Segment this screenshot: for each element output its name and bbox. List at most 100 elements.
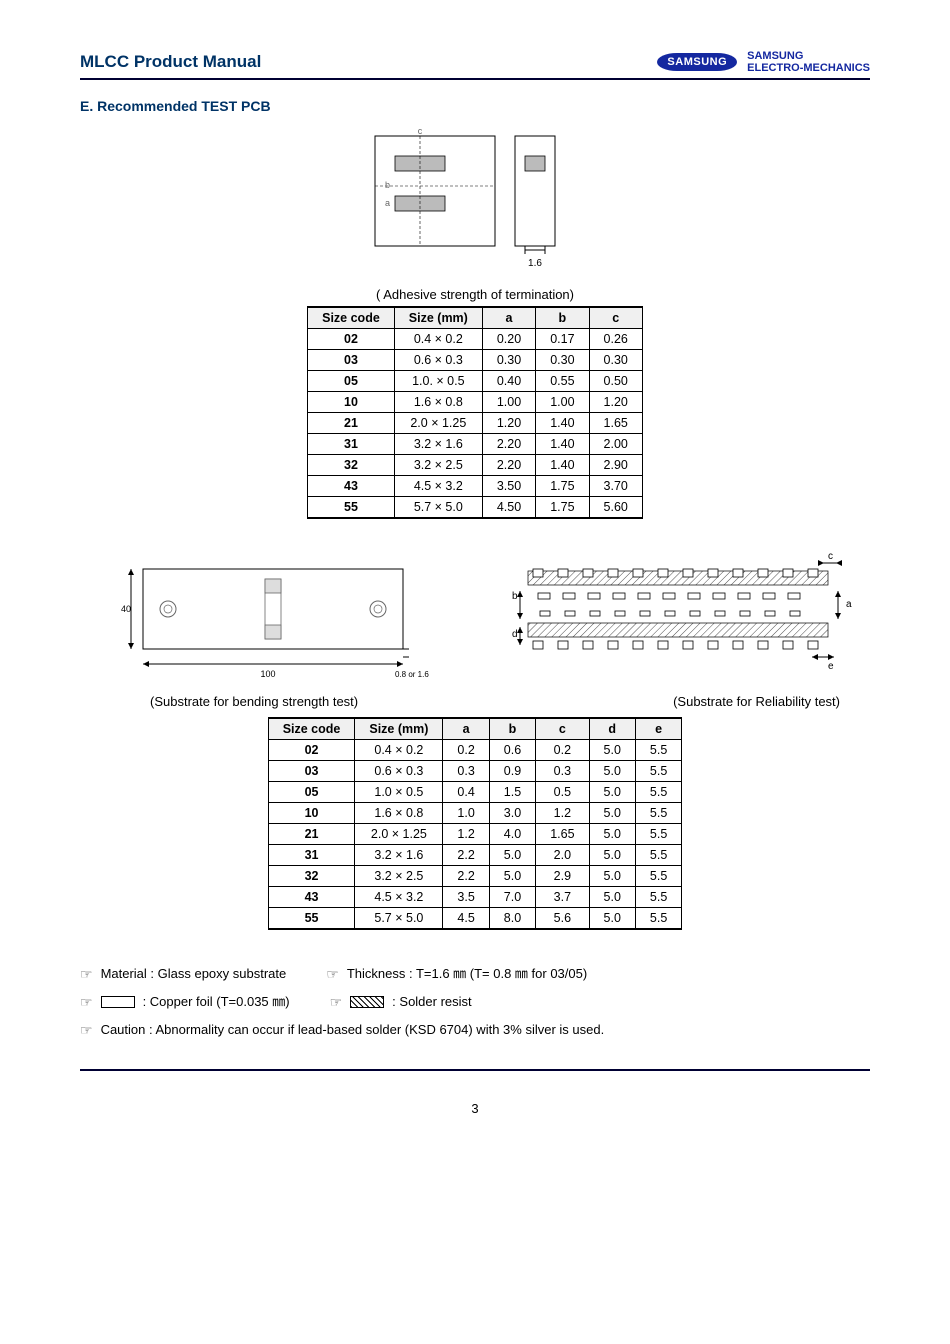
table-row: 434.5 × 3.23.501.753.70	[308, 476, 643, 497]
note-material: ☞ Material : Glass epoxy substrate	[80, 960, 286, 988]
adhesive-diagram: c b a 1.6	[80, 126, 870, 279]
thickness-label: 1.6	[528, 258, 542, 269]
table1-caption: ( Adhesive strength of termination)	[80, 287, 870, 302]
table-cell: 0.3	[443, 761, 489, 782]
table-cell: 4.5	[443, 908, 489, 930]
note-thickness-text: Thickness : T=1.6 ㎜ (T= 0.8 ㎜ for 03/05)	[347, 961, 587, 987]
table-cell: 1.65	[536, 824, 589, 845]
table-cell: 32	[308, 455, 395, 476]
table-cell: 5.7 × 5.0	[394, 497, 482, 519]
table-cell: 2.9	[536, 866, 589, 887]
table-cell: 5.60	[589, 497, 642, 519]
table-header-cell: e	[635, 718, 681, 740]
table-cell: 5.0	[589, 761, 635, 782]
table-row: 313.2 × 1.62.25.02.05.05.5	[268, 845, 682, 866]
copper-foil-icon	[101, 996, 135, 1008]
note-caution: ☞ Caution : Abnormality can occur if lea…	[80, 1016, 604, 1044]
svg-text:a: a	[846, 599, 852, 610]
table-cell: 0.9	[489, 761, 535, 782]
table-cell: 5.0	[589, 740, 635, 761]
table-cell: 1.20	[482, 413, 535, 434]
svg-text:c: c	[418, 126, 423, 136]
table-header-cell: Size (mm)	[394, 307, 482, 329]
note-copper-text: : Copper foil (T=0.035 ㎜)	[143, 989, 290, 1015]
table-cell: 2.00	[589, 434, 642, 455]
table-cell: 0.50	[589, 371, 642, 392]
table-cell: 3.2 × 1.6	[394, 434, 482, 455]
table-cell: 2.2	[443, 845, 489, 866]
note-thickness: ☞ Thickness : T=1.6 ㎜ (T= 0.8 ㎜ for 03/0…	[326, 960, 587, 988]
table-row: 051.0. × 0.50.400.550.50	[308, 371, 643, 392]
table-cell: 3.7	[536, 887, 589, 908]
table-cell: 10	[268, 803, 355, 824]
page-header: MLCC Product Manual SAMSUNG SAMSUNG ELEC…	[80, 50, 870, 80]
table-cell: 43	[308, 476, 395, 497]
svg-text:d: d	[512, 629, 518, 640]
table-cell: 3.70	[589, 476, 642, 497]
brand-logo-text: SAMSUNG ELECTRO-MECHANICS	[747, 50, 870, 74]
table-cell: 5.0	[589, 845, 635, 866]
table-cell: 4.5 × 3.2	[394, 476, 482, 497]
page-footer: 3	[80, 1069, 870, 1116]
table-header-cell: d	[589, 718, 635, 740]
table-cell: 7.0	[489, 887, 535, 908]
table-cell: 0.4 × 0.2	[355, 740, 443, 761]
table-cell: 1.40	[536, 434, 589, 455]
svg-text:c: c	[828, 551, 833, 562]
table-header-cell: a	[482, 307, 535, 329]
table-cell: 02	[268, 740, 355, 761]
solder-resist-icon	[350, 996, 384, 1008]
table-cell: 0.4	[443, 782, 489, 803]
table-cell: 2.2	[443, 866, 489, 887]
table-cell: 5.0	[589, 866, 635, 887]
section-heading: E. Recommended TEST PCB	[80, 98, 870, 114]
table-cell: 0.30	[589, 350, 642, 371]
table-cell: 4.5 × 3.2	[355, 887, 443, 908]
table-cell: 5.5	[635, 845, 681, 866]
note-caution-text: Caution : Abnormality can occur if lead-…	[101, 1017, 605, 1043]
substrate-diagrams: 40 100 0.8 or 1.6 c	[80, 549, 870, 692]
table-row: 313.2 × 1.62.201.402.00	[308, 434, 643, 455]
table-cell: 1.0. × 0.5	[394, 371, 482, 392]
svg-text:b: b	[512, 591, 518, 602]
table-cell: 3.0	[489, 803, 535, 824]
table-cell: 0.5	[536, 782, 589, 803]
table-cell: 43	[268, 887, 355, 908]
pointer-icon: ☞	[326, 960, 339, 988]
table-cell: 5.5	[635, 740, 681, 761]
table-header-cell: b	[536, 307, 589, 329]
brand-logo: SAMSUNG SAMSUNG ELECTRO-MECHANICS	[657, 50, 870, 74]
svg-text:0.8 or 1.6: 0.8 or 1.6	[395, 670, 429, 679]
table-cell: 5.0	[589, 887, 635, 908]
table-cell: 2.0 × 1.25	[394, 413, 482, 434]
table-cell: 5.0	[589, 908, 635, 930]
table-row: 101.6 × 0.81.001.001.20	[308, 392, 643, 413]
table-cell: 0.30	[482, 350, 535, 371]
table-cell: 5.6	[536, 908, 589, 930]
table-cell: 5.5	[635, 803, 681, 824]
pointer-icon: ☞	[80, 960, 93, 988]
table-cell: 2.20	[482, 434, 535, 455]
table-row: 323.2 × 2.52.201.402.90	[308, 455, 643, 476]
table-cell: 0.3	[536, 761, 589, 782]
table-cell: 2.90	[589, 455, 642, 476]
table-cell: 1.0	[443, 803, 489, 824]
reliability-substrate-diagram: c b	[485, 549, 870, 692]
table-cell: 1.20	[589, 392, 642, 413]
table-cell: 21	[308, 413, 395, 434]
table-row: 101.6 × 0.81.03.01.25.05.5	[268, 803, 682, 824]
table-header-cell: Size code	[308, 307, 395, 329]
table-cell: 0.4 × 0.2	[394, 329, 482, 350]
table-cell: 03	[308, 350, 395, 371]
table-cell: 0.30	[536, 350, 589, 371]
table-cell: 5.7 × 5.0	[355, 908, 443, 930]
bending-caption: (Substrate for bending strength test)	[80, 694, 358, 709]
svg-text:a: a	[385, 198, 390, 208]
table-header-cell: b	[489, 718, 535, 740]
adhesive-table: Size codeSize (mm)abc 020.4 × 0.20.200.1…	[307, 306, 643, 519]
table-cell: 1.65	[589, 413, 642, 434]
table-cell: 1.00	[482, 392, 535, 413]
table-cell: 0.26	[589, 329, 642, 350]
table-cell: 5.5	[635, 824, 681, 845]
table-cell: 2.0	[536, 845, 589, 866]
